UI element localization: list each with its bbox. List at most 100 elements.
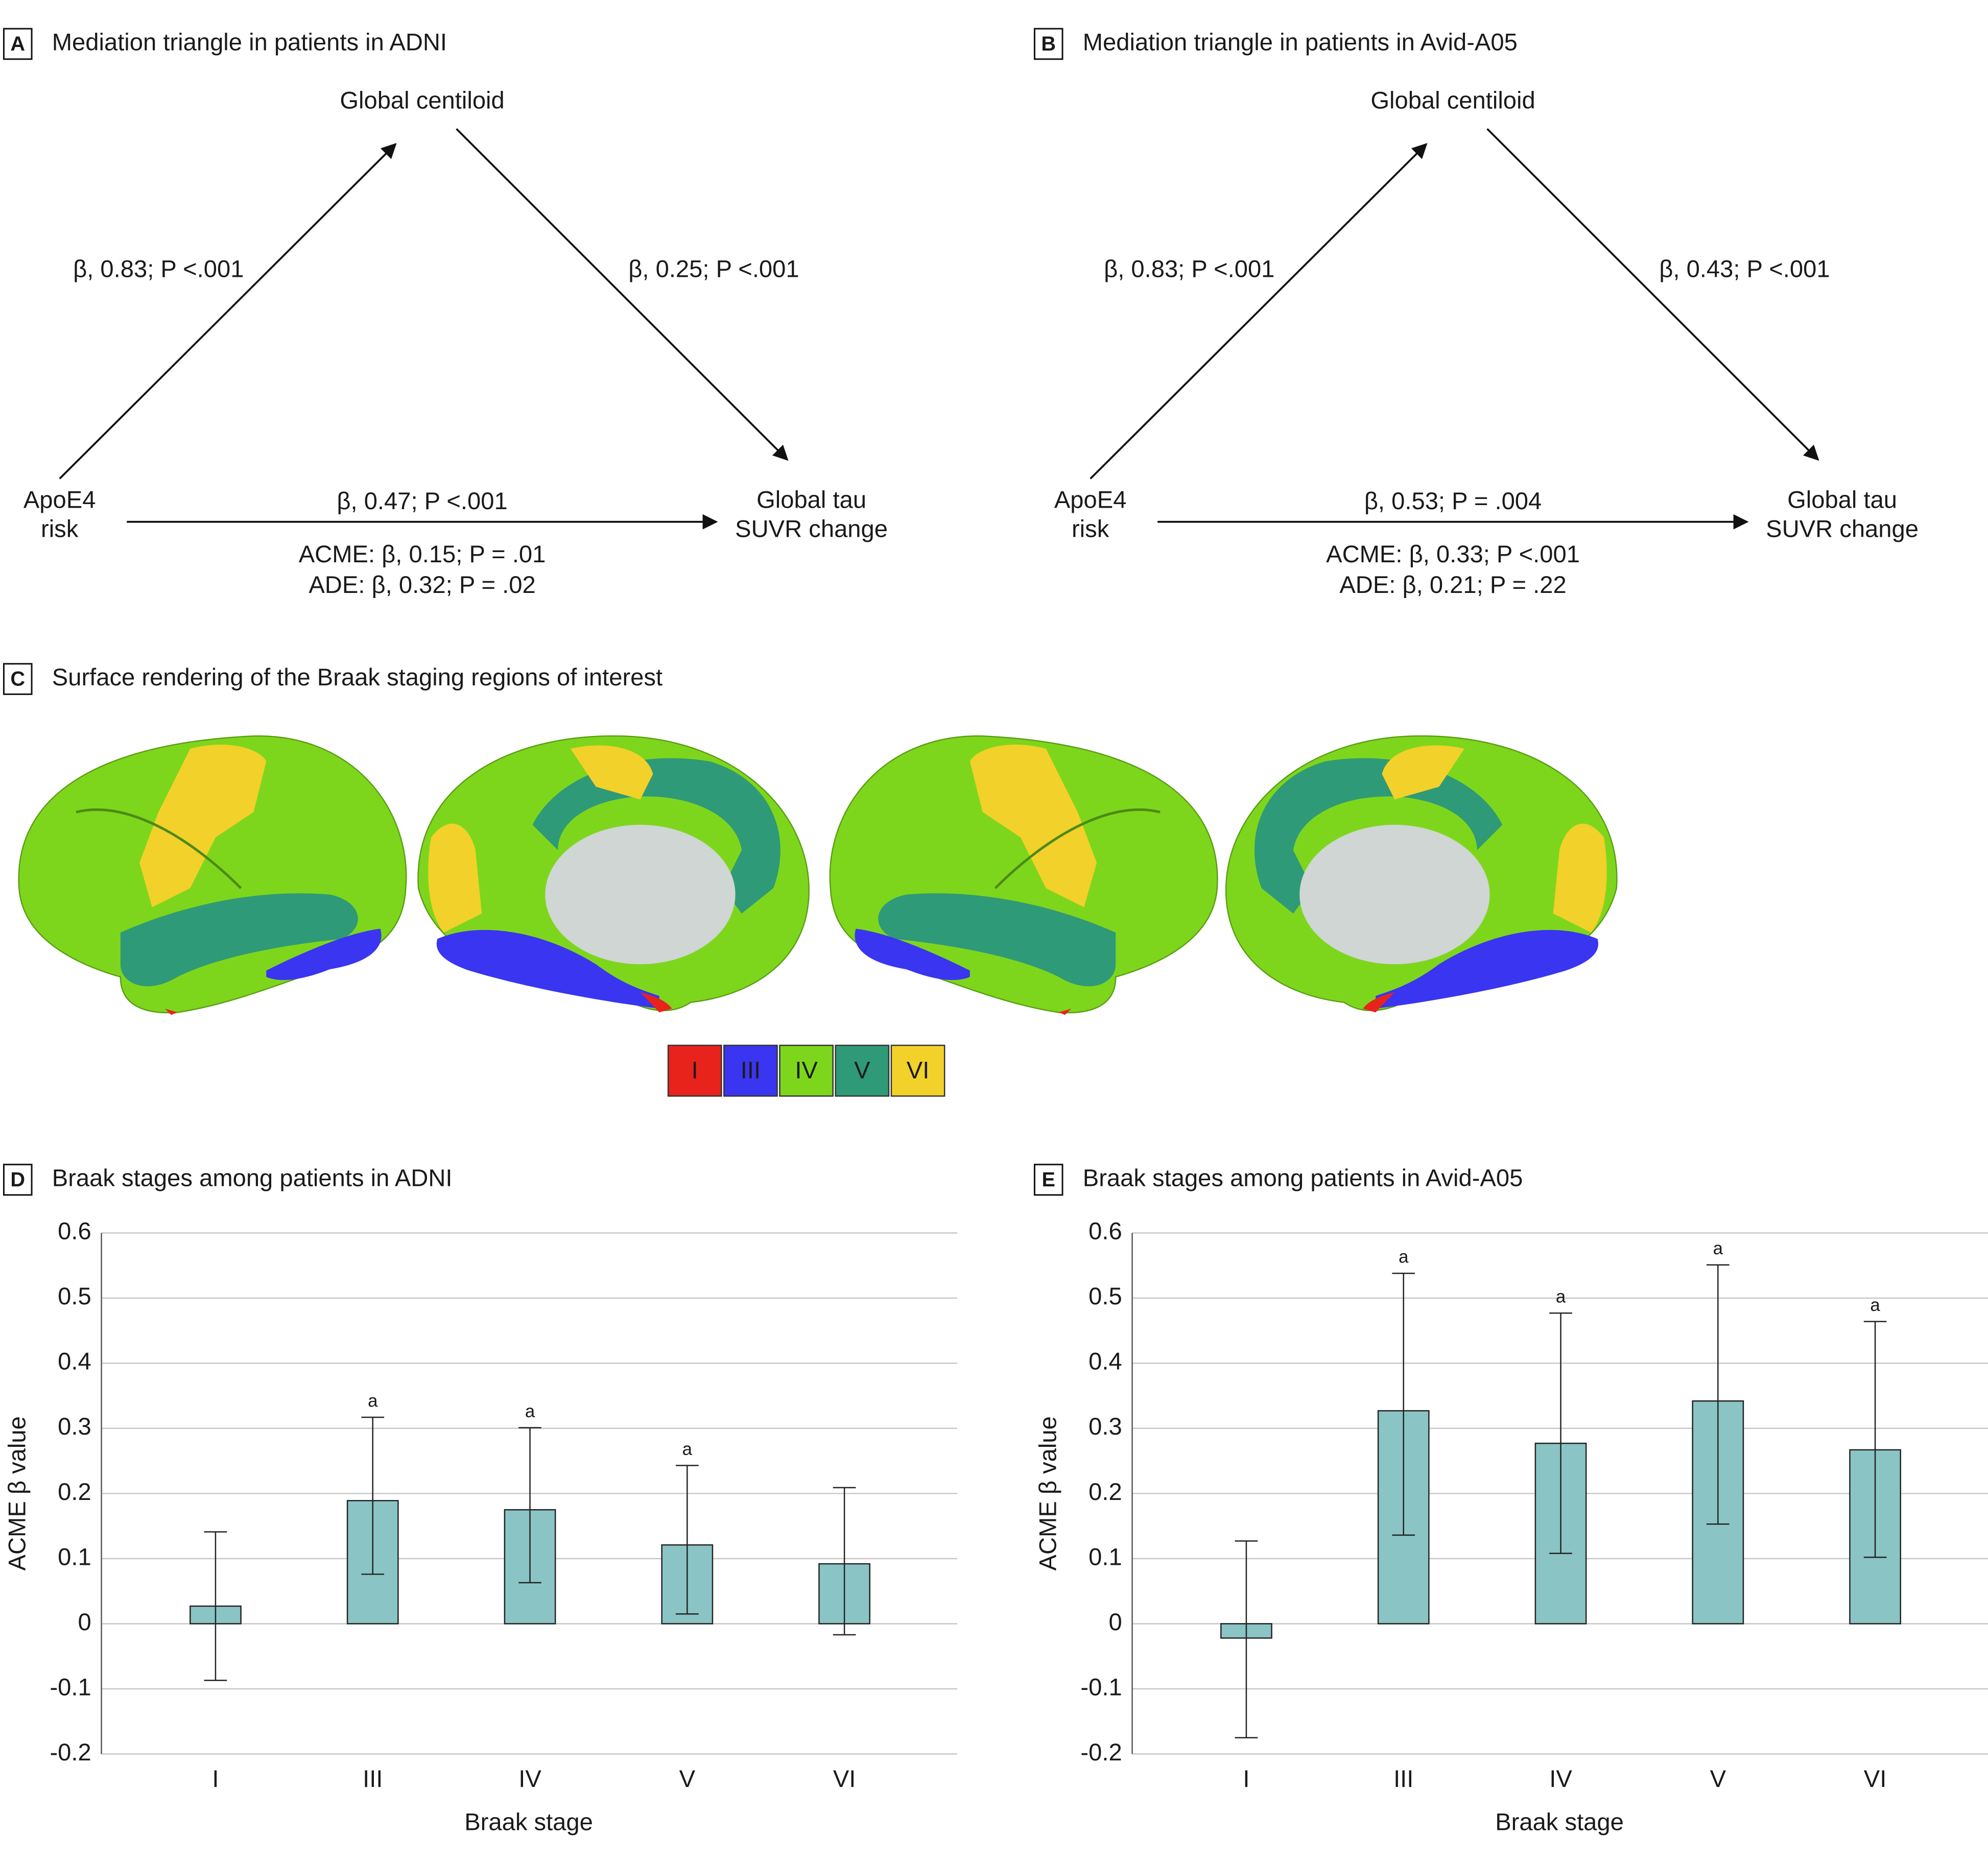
y-tick-label: 0.3 xyxy=(58,1413,91,1440)
error-bar xyxy=(1235,1540,1258,1738)
error-bar xyxy=(518,1427,541,1584)
arrow xyxy=(1486,128,1819,461)
panel-title: Braak stages among patients in Avid-A05 xyxy=(1083,1164,1523,1191)
x-tick-label: III xyxy=(363,1765,383,1792)
significance-label: a xyxy=(525,1402,535,1421)
error-bar xyxy=(833,1487,856,1636)
y-tick-label: 0.2 xyxy=(58,1478,91,1505)
legend-swatch xyxy=(890,1044,945,1097)
left-node: ApoE4 xyxy=(23,486,96,513)
right-node: SUVR change xyxy=(1766,515,1919,542)
x-axis-label: Braak stage xyxy=(1495,1808,1624,1835)
significance-label: a xyxy=(1556,1287,1566,1306)
significance-label: a xyxy=(1713,1239,1723,1258)
arrow xyxy=(59,142,397,480)
panel-letter-box xyxy=(3,663,33,695)
path-label: β, 0.43; P <.001 xyxy=(1659,255,1830,282)
error-bar xyxy=(675,1465,699,1615)
x-tick-label: III xyxy=(1393,1765,1413,1792)
y-tick-label: -0.1 xyxy=(50,1673,91,1700)
y-tick-label: 0.6 xyxy=(1088,1218,1122,1245)
brain-renderings xyxy=(19,735,1618,1015)
y-tick-label: 0 xyxy=(1108,1608,1122,1635)
x-axis-label: Braak stage xyxy=(464,1808,593,1835)
brain-lateral-right xyxy=(830,736,1218,1015)
significance-label: a xyxy=(1399,1248,1409,1267)
right-node: Global tau xyxy=(1787,486,1897,513)
error-bar xyxy=(1392,1273,1415,1536)
x-tick-label: IV xyxy=(1549,1765,1572,1792)
y-tick-label: 0.4 xyxy=(1088,1348,1122,1375)
path-label: β, 0.83; P <.001 xyxy=(73,255,244,282)
y-tick-label: -0.2 xyxy=(50,1738,91,1766)
error-bar xyxy=(204,1531,227,1681)
brain-medial-left xyxy=(417,735,810,1013)
x-tick-label: I xyxy=(212,1765,219,1792)
panel-letter: A xyxy=(10,33,25,55)
panel-title: Mediation triangle in patients in ADNI xyxy=(52,28,447,55)
y-tick-label: 0.1 xyxy=(1088,1543,1122,1570)
y-tick-label: 0.5 xyxy=(58,1282,91,1309)
x-tick-label: VI xyxy=(1864,1765,1887,1792)
panel-letter-box xyxy=(1033,1163,1063,1196)
significance-label: a xyxy=(682,1440,693,1459)
y-tick-label: 0.4 xyxy=(58,1348,91,1375)
legend-swatch xyxy=(667,1044,722,1097)
ade-label: ADE: β, 0.21; P = .22 xyxy=(1339,571,1566,598)
significance-label: a xyxy=(368,1392,378,1411)
panel-letter-box xyxy=(1033,28,1063,60)
y-tick-label: 0.5 xyxy=(1088,1282,1122,1309)
y-tick-label: 0 xyxy=(78,1608,91,1635)
path-label: β, 0.47; P <.001 xyxy=(337,487,507,514)
panel-letter: D xyxy=(10,1169,25,1191)
y-axis-label: ACME β value xyxy=(4,1416,31,1570)
legend-swatch xyxy=(779,1044,834,1097)
arrow xyxy=(1090,142,1428,480)
legend-label: I xyxy=(692,1056,698,1083)
error-bar xyxy=(1706,1264,1730,1525)
x-tick-label: V xyxy=(1710,1765,1726,1792)
y-tick-label: 0.2 xyxy=(1088,1478,1122,1505)
y-tick-label: 0.6 xyxy=(58,1218,91,1245)
y-axis-label: ACME β value xyxy=(1034,1416,1061,1570)
panel-title: Braak stages among patients in ADNI xyxy=(52,1164,453,1191)
arrow xyxy=(456,128,789,461)
top-node: Global centiloid xyxy=(340,87,504,114)
panel-letter: C xyxy=(10,668,25,690)
y-tick-label: -0.1 xyxy=(1080,1673,1122,1700)
left-node: risk xyxy=(41,515,79,542)
x-tick-label: I xyxy=(1243,1765,1249,1792)
y-tick-label: -0.2 xyxy=(1080,1738,1122,1766)
right-node: Global tau xyxy=(756,486,866,513)
x-tick-label: IV xyxy=(518,1765,541,1792)
x-tick-label: VI xyxy=(833,1765,856,1792)
error-bar xyxy=(1549,1312,1572,1554)
error-bar xyxy=(361,1416,385,1575)
path-label: β, 0.25; P <.001 xyxy=(628,255,799,282)
panel-letter: B xyxy=(1041,33,1056,55)
brain-medial-right xyxy=(1225,735,1618,1013)
left-node: risk xyxy=(1072,515,1109,542)
x-tick-label: V xyxy=(679,1765,696,1792)
panel-letter-box xyxy=(3,1163,33,1196)
panel-letter: E xyxy=(1042,1169,1055,1191)
left-node: ApoE4 xyxy=(1054,486,1127,513)
acme-label: ACME: β, 0.15; P = .01 xyxy=(299,540,546,567)
legend-swatch xyxy=(835,1044,890,1097)
y-tick-label: 0.3 xyxy=(1088,1413,1122,1440)
panel-title: Surface rendering of the Braak staging r… xyxy=(52,663,662,690)
legend-label: III xyxy=(741,1056,761,1083)
brain-lateral-left xyxy=(19,736,407,1015)
legend-label: V xyxy=(854,1056,870,1083)
path-label: β, 0.53; P = .004 xyxy=(1364,487,1542,514)
significance-label: a xyxy=(1870,1296,1880,1315)
top-node: Global centiloid xyxy=(1370,87,1535,114)
right-node: SUVR change xyxy=(735,515,888,542)
legend-label: VI xyxy=(907,1056,930,1083)
legend-swatch xyxy=(723,1044,778,1097)
error-bar xyxy=(1863,1321,1887,1558)
y-tick-label: 0.1 xyxy=(58,1543,91,1570)
panel-letter-box xyxy=(3,28,33,60)
